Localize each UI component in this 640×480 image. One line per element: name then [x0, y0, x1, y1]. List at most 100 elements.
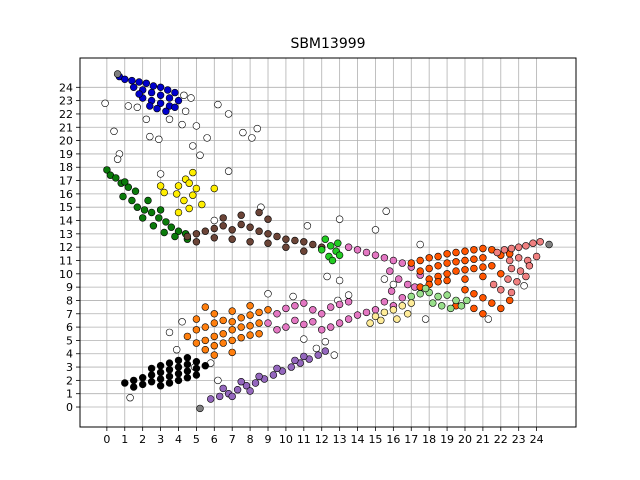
data-point	[382, 207, 390, 215]
data-point	[246, 322, 254, 330]
data-point	[344, 291, 353, 299]
y-tick-label: 0	[66, 401, 73, 414]
x-tick-label: 18	[422, 433, 436, 446]
data-point	[335, 319, 344, 327]
data-point	[314, 351, 322, 359]
data-point	[183, 332, 192, 341]
data-point	[507, 288, 516, 297]
data-point	[219, 330, 227, 338]
data-point	[119, 192, 127, 201]
data-point	[131, 187, 140, 195]
data-point	[344, 298, 353, 306]
data-point	[201, 362, 210, 370]
data-point	[327, 242, 335, 250]
data-point	[156, 83, 165, 92]
data-point	[155, 135, 163, 144]
data-point	[452, 267, 460, 275]
x-tick-label: 10	[279, 433, 293, 446]
data-point	[323, 272, 331, 281]
data-point	[389, 256, 398, 265]
data-point	[344, 243, 353, 251]
data-point	[421, 284, 430, 293]
data-point	[174, 370, 183, 378]
data-point	[443, 259, 451, 267]
data-point	[398, 259, 406, 267]
data-point	[171, 88, 179, 97]
data-point	[416, 240, 424, 249]
data-point	[192, 122, 201, 130]
data-point	[387, 287, 396, 295]
data-point	[334, 239, 342, 247]
x-tick-label: 3	[157, 433, 164, 446]
data-point	[434, 292, 442, 301]
data-point	[156, 99, 165, 108]
data-point	[183, 354, 192, 362]
data-point	[174, 227, 183, 235]
data-point	[156, 375, 165, 383]
data-point	[425, 254, 433, 262]
x-tick-label: 13	[333, 433, 347, 446]
data-point	[506, 256, 514, 265]
data-point	[156, 182, 165, 190]
data-point	[497, 286, 505, 294]
data-point	[273, 232, 281, 241]
data-point	[228, 348, 236, 357]
data-point	[174, 356, 183, 365]
data-point	[233, 386, 242, 394]
data-point	[130, 83, 138, 92]
data-point	[216, 392, 224, 401]
data-point	[237, 211, 245, 219]
y-tick-label: 16	[59, 188, 73, 201]
data-point	[255, 208, 263, 217]
data-point	[461, 275, 469, 283]
data-point	[529, 239, 537, 247]
data-point	[171, 103, 179, 112]
data-point	[237, 334, 245, 342]
data-point	[196, 404, 204, 413]
data-point	[121, 379, 129, 387]
data-point	[147, 364, 156, 373]
data-point	[328, 256, 337, 265]
data-point	[429, 299, 437, 307]
data-point	[156, 91, 165, 100]
data-point	[113, 70, 122, 78]
data-point	[287, 363, 295, 371]
data-point	[366, 319, 374, 327]
data-point	[545, 240, 553, 249]
data-point	[165, 366, 174, 374]
data-point	[514, 243, 523, 251]
data-point	[192, 364, 201, 373]
data-point	[201, 303, 210, 311]
data-point	[443, 276, 451, 285]
data-point	[228, 226, 236, 234]
data-point	[246, 238, 254, 246]
data-point	[248, 134, 256, 142]
data-point	[303, 222, 312, 230]
data-point	[201, 227, 210, 235]
data-point	[224, 167, 233, 175]
data-point	[219, 316, 227, 325]
data-point	[174, 363, 183, 371]
data-point	[103, 166, 111, 174]
data-point	[371, 251, 380, 259]
data-point	[178, 120, 186, 129]
data-point	[438, 302, 446, 310]
data-point	[421, 315, 430, 323]
data-point	[156, 368, 165, 377]
data-point	[416, 290, 424, 298]
data-point	[522, 242, 530, 250]
data-point	[246, 223, 254, 231]
data-point	[185, 179, 193, 187]
data-point	[300, 352, 308, 361]
data-point	[156, 170, 165, 178]
data-point	[113, 155, 122, 163]
data-point	[210, 332, 219, 341]
data-point	[282, 323, 290, 331]
data-point	[522, 272, 530, 281]
x-tick-label: 5	[193, 433, 200, 446]
y-tick-label: 14	[59, 215, 73, 228]
data-point	[371, 312, 380, 321]
y-tick-label: 3	[66, 361, 73, 374]
data-point	[479, 254, 487, 262]
data-point	[393, 315, 401, 323]
